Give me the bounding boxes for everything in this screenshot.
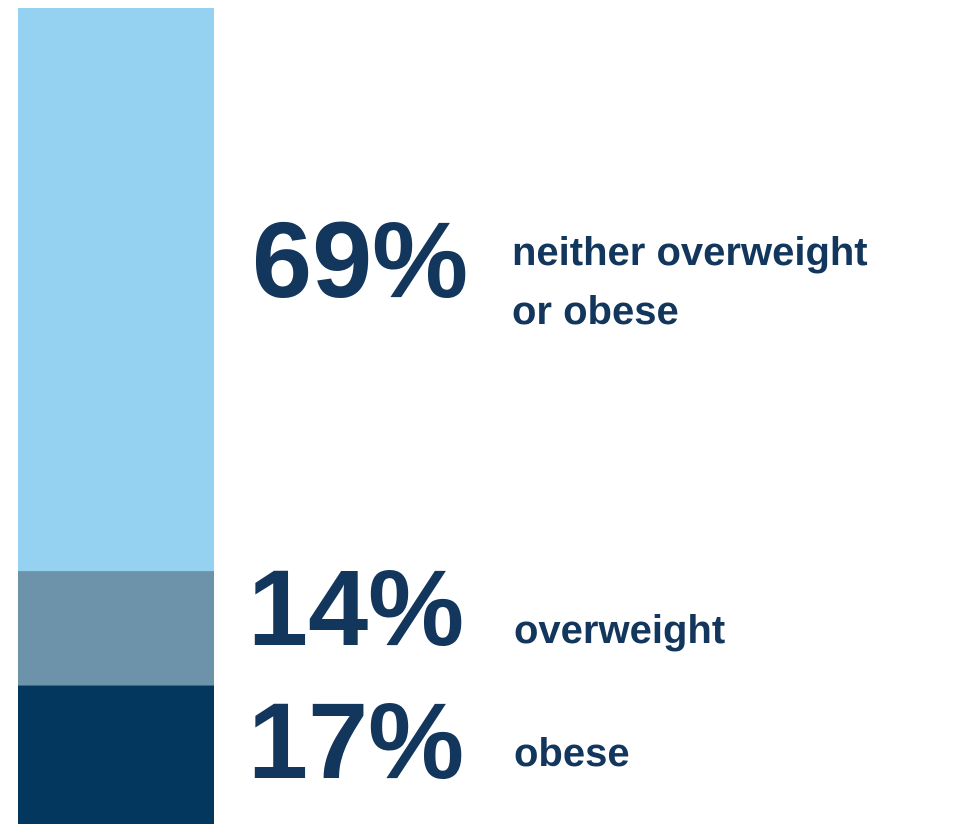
segment-labels: 17% obese 14% overweight 69% neither overweig… [248,199,868,801]
bar-segment-obese [18,685,214,824]
value-label-neither-overweight-or-obese: 69% [252,199,468,320]
bar-segment-neither-overweight-or-obese [18,8,214,572]
value-label-overweight: 14% [248,547,464,668]
category-label-neither-overweight-or-obese-line-1: neither overweight [512,230,868,274]
stacked-bar [18,8,214,824]
category-label-obese: obese [514,731,630,775]
bar-segment-overweight [18,571,214,686]
value-label-obese: 17% [248,680,464,801]
category-label-overweight: overweight [514,608,725,652]
category-label-neither-overweight-or-obese-line-2: or obese [512,289,679,333]
